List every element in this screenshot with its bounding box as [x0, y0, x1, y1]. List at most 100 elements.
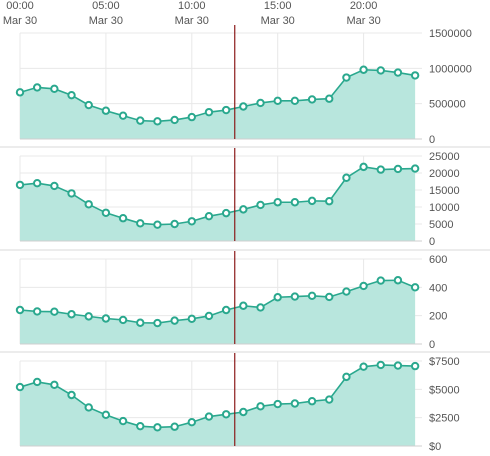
panel-1-point-6 — [118, 214, 128, 223]
panel-2-point-18 — [325, 292, 334, 302]
panel-2-point-22 — [393, 276, 403, 285]
panel-1-point-19 — [342, 173, 351, 182]
panel-3-point-21 — [376, 360, 385, 370]
panel-0-ytick-3: 1500000 — [429, 28, 472, 40]
panel-0-point-19 — [342, 73, 351, 82]
panel-0-point-14 — [256, 98, 265, 108]
panel-0-point-9 — [170, 115, 179, 125]
panel-0-point-22 — [393, 68, 403, 77]
panel-0-point-11 — [204, 107, 214, 117]
panel-2-point-15 — [273, 293, 282, 302]
panel-0-point-8 — [153, 117, 162, 126]
x-tick-date-2: Mar 30 — [175, 15, 209, 27]
panel-2-point-9 — [170, 316, 179, 325]
panel-1-point-20 — [359, 162, 368, 172]
panel-0-point-3 — [67, 90, 76, 100]
panel-1-point-22 — [393, 164, 403, 174]
panel-0-point-6 — [118, 111, 128, 120]
panel-0-point-13 — [239, 102, 248, 111]
panel-1-point-7 — [136, 219, 145, 228]
panel-3-point-15 — [273, 399, 282, 409]
panel-1-point-16 — [290, 198, 300, 207]
panel-2-point-5 — [101, 314, 111, 323]
panel-1-point-4 — [84, 200, 93, 209]
panel-1-ytick-0: 0 — [429, 236, 435, 248]
panel-0-point-18 — [325, 94, 334, 103]
x-tick-time-1: 05:00 — [92, 0, 120, 12]
panel-2-point-8 — [153, 318, 162, 328]
panel-0-point-23 — [410, 71, 420, 80]
panel-1-point-23 — [410, 164, 420, 173]
panel-2-point-7 — [136, 318, 145, 327]
panel-3-point-23 — [410, 361, 420, 371]
panel-0-point-17 — [307, 95, 317, 104]
panel-1-ytick-5: 25000 — [429, 151, 460, 163]
panel-1-point-10 — [187, 217, 196, 226]
panel-3-point-6 — [118, 416, 128, 426]
panel-0-ytick-0: 0 — [429, 134, 435, 146]
panel-2-point-20 — [359, 281, 368, 291]
panel-3-point-1 — [32, 377, 42, 387]
panel-0-point-21 — [376, 66, 385, 75]
panel-1-ytick-4: 20000 — [429, 168, 460, 180]
panel-0-point-10 — [187, 112, 196, 122]
panel-1-ytick-3: 15000 — [429, 185, 460, 197]
panel-2-point-17 — [307, 291, 317, 301]
panel-3-point-9 — [170, 422, 179, 431]
panel-0-point-1 — [32, 83, 42, 92]
panel-0-point-4 — [84, 100, 93, 110]
panel-1-point-13 — [239, 205, 248, 214]
panel-0-point-5 — [101, 106, 111, 115]
panel-0-ytick-1: 500000 — [429, 99, 466, 111]
panel-1-point-0 — [15, 180, 25, 190]
panel-3-ytick-1: $2500 — [429, 413, 460, 425]
panel-0-point-20 — [359, 65, 368, 74]
panel-2-point-2 — [50, 307, 59, 316]
panel-3-point-14 — [256, 402, 265, 411]
panel-3-point-3 — [67, 390, 76, 400]
panel-1-point-8 — [153, 220, 162, 229]
panel-2-ytick-1: 200 — [429, 311, 447, 323]
panel-1-ytick-2: 10000 — [429, 202, 460, 214]
panel-1-point-3 — [67, 189, 76, 198]
panel-3-point-7 — [136, 421, 145, 431]
panel-3-point-22 — [393, 361, 403, 370]
panel-2-point-10 — [187, 314, 196, 323]
panel-2-ytick-0: 0 — [429, 339, 435, 351]
panel-2-point-14 — [256, 303, 265, 312]
panel-3-point-18 — [325, 395, 334, 404]
panel-0-point-16 — [290, 96, 300, 106]
panel-1-point-1 — [32, 179, 42, 188]
panel-2-point-0 — [15, 305, 25, 315]
panel-3-point-20 — [359, 362, 368, 371]
panel-2-point-4 — [84, 312, 93, 321]
panel-0-point-0 — [15, 88, 25, 97]
panel-1-ytick-1: 5000 — [429, 219, 453, 231]
panel-1-point-11 — [204, 211, 214, 221]
panel-2-point-13 — [239, 301, 248, 310]
panel-1-point-12 — [221, 208, 231, 218]
panel-2-point-19 — [342, 287, 351, 296]
panel-2-area — [20, 280, 416, 344]
panel-2-point-23 — [410, 283, 420, 292]
panel-3-point-2 — [50, 380, 59, 389]
panel-3-point-10 — [187, 418, 196, 427]
panel-1-point-17 — [307, 196, 317, 206]
panel-1-point-9 — [170, 219, 179, 229]
x-tick-date-0: Mar 30 — [3, 15, 37, 27]
panel-2-ytick-3: 600 — [429, 254, 447, 266]
panel-2-point-1 — [32, 307, 42, 316]
panel-1-point-21 — [376, 165, 385, 174]
panel-3-ytick-3: $7500 — [429, 356, 460, 368]
panel-2-point-12 — [221, 305, 231, 315]
x-tick-time-0: 00:00 — [6, 0, 34, 12]
x-tick-date-4: Mar 30 — [346, 15, 380, 27]
panel-1-point-15 — [273, 198, 282, 207]
panel-3-point-16 — [290, 399, 300, 408]
panel-2-point-6 — [118, 315, 128, 325]
panel-3-point-8 — [153, 423, 162, 432]
panel-0-point-15 — [273, 96, 282, 106]
panel-3-point-0 — [15, 382, 25, 392]
panel-0-point-12 — [221, 105, 231, 115]
